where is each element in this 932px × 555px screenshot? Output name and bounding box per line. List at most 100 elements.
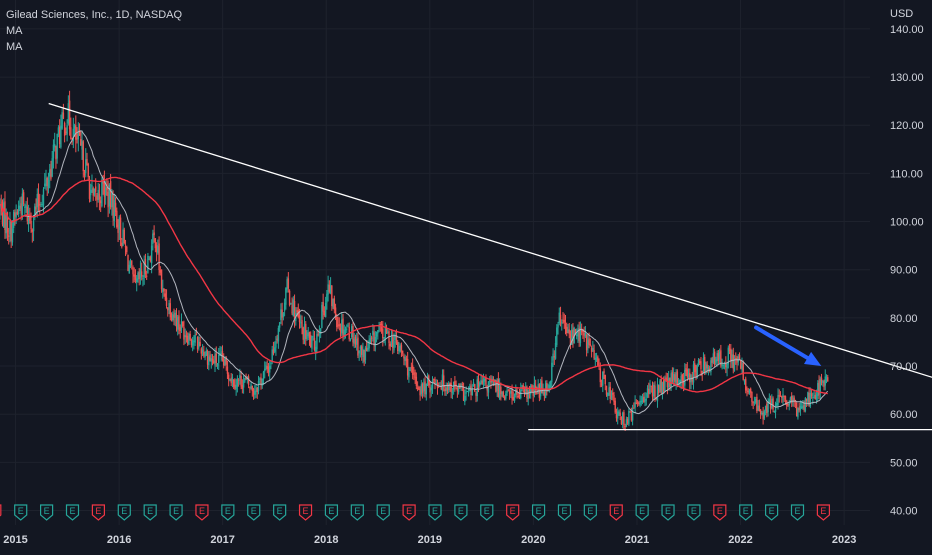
candle xyxy=(269,360,271,381)
ma-indicator-1[interactable]: MA xyxy=(6,25,23,37)
candle xyxy=(302,326,304,345)
candle xyxy=(505,390,507,401)
candle xyxy=(443,369,445,392)
candle xyxy=(585,334,588,357)
candle-body xyxy=(365,347,368,352)
earnings-marker-label: E xyxy=(820,506,826,516)
candle-body xyxy=(758,405,761,412)
candle xyxy=(87,162,89,181)
candle-body xyxy=(144,259,147,275)
candle xyxy=(445,382,447,396)
candle xyxy=(143,255,145,285)
candle-body xyxy=(157,246,159,253)
candle-body xyxy=(751,392,753,402)
candle xyxy=(32,214,35,242)
candle xyxy=(136,274,138,292)
candle xyxy=(449,382,451,392)
candle xyxy=(152,229,154,251)
candle xyxy=(131,260,133,270)
candle-body xyxy=(527,390,529,400)
candle-body xyxy=(610,392,613,399)
candle-body xyxy=(230,378,232,384)
candle-body xyxy=(224,357,226,365)
earnings-marker-shape xyxy=(117,504,131,521)
candle-body xyxy=(354,336,357,345)
candle xyxy=(756,393,758,414)
candle-body xyxy=(582,329,584,333)
candle-body xyxy=(812,397,814,399)
candle xyxy=(583,326,585,342)
candle-body xyxy=(277,328,280,342)
candle-body xyxy=(418,386,420,390)
candle xyxy=(659,378,661,393)
candle xyxy=(415,372,418,390)
y-tick-label: 60.00 xyxy=(890,409,918,421)
candle xyxy=(766,402,768,418)
candle xyxy=(322,293,324,320)
candle-body xyxy=(204,355,206,358)
earnings-marker: E xyxy=(40,504,54,521)
candle xyxy=(326,289,328,310)
symbol-title[interactable]: Gilead Sciences, Inc., 1D, NASDAQ xyxy=(6,9,183,21)
candle xyxy=(456,386,459,398)
candle xyxy=(787,403,789,407)
candle xyxy=(117,219,119,243)
candle xyxy=(751,391,753,406)
candle-body xyxy=(602,371,604,386)
candle xyxy=(63,121,66,143)
candle-body xyxy=(276,338,278,341)
candle-body xyxy=(400,344,403,352)
candle xyxy=(777,388,779,410)
candle xyxy=(797,407,799,420)
earnings-marker-shape xyxy=(531,504,546,521)
x-tick-label: 2023 xyxy=(832,534,856,546)
candle-body xyxy=(77,133,79,140)
candle xyxy=(712,347,715,365)
candle-body xyxy=(57,127,60,135)
candle-body xyxy=(397,342,399,351)
earnings-markers: EEEEEEEEEEEEEEEEEEEEEEEEEEEEEEEEE xyxy=(0,504,830,521)
candle-body xyxy=(116,210,118,228)
candle-body xyxy=(827,377,829,382)
candle-body xyxy=(522,385,524,390)
candle xyxy=(400,342,403,357)
candle xyxy=(556,324,558,348)
candle-body xyxy=(344,329,347,331)
candle xyxy=(288,289,291,307)
earnings-marker-label: E xyxy=(277,506,283,516)
candle-body xyxy=(373,332,375,346)
candle xyxy=(234,378,236,391)
candle-body xyxy=(80,139,82,146)
earnings-marker: E xyxy=(117,504,131,521)
candle-body xyxy=(182,321,184,327)
candle-body xyxy=(26,206,29,222)
candle xyxy=(753,396,756,406)
candle-body xyxy=(429,386,431,393)
candle-body xyxy=(460,384,462,387)
candle xyxy=(82,140,84,178)
candle-body xyxy=(37,193,40,207)
candle xyxy=(406,351,409,380)
candle-body xyxy=(480,379,482,383)
candle xyxy=(364,345,367,364)
candle-body xyxy=(694,363,696,373)
candle xyxy=(604,374,606,391)
candle xyxy=(278,321,281,332)
candle-body xyxy=(465,391,467,394)
candle-body xyxy=(0,204,1,209)
candle xyxy=(768,393,771,405)
candle xyxy=(774,401,777,419)
candle xyxy=(334,303,337,321)
candle xyxy=(592,340,594,352)
candle xyxy=(507,388,510,392)
earnings-marker-shape xyxy=(143,504,157,521)
ma-indicator-2[interactable]: MA xyxy=(6,41,23,53)
candle xyxy=(447,381,450,394)
candle-body xyxy=(541,380,543,394)
candle xyxy=(692,360,695,390)
candle xyxy=(128,260,130,274)
candle-body xyxy=(363,349,365,362)
x-tick-label: 2016 xyxy=(107,534,131,546)
